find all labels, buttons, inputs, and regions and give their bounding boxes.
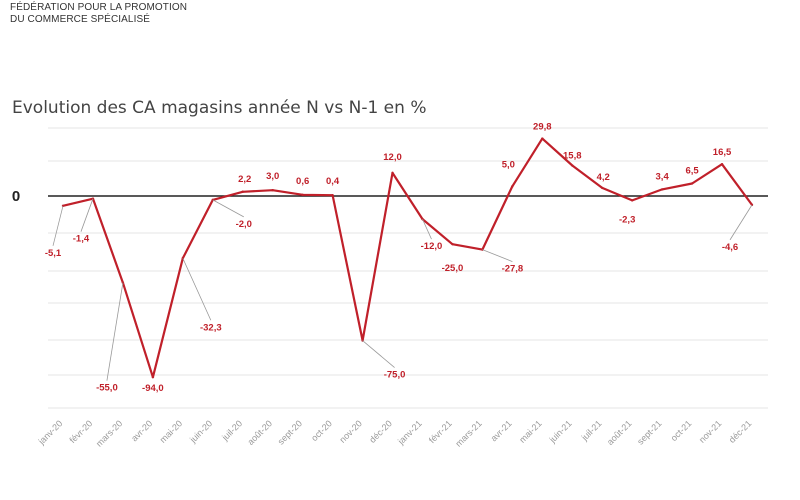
x-tick-label: oct-21 bbox=[669, 418, 694, 443]
x-tick-label: nov-20 bbox=[337, 418, 364, 445]
data-point bbox=[151, 375, 155, 379]
data-label-leader bbox=[182, 258, 212, 321]
data-label-leader bbox=[362, 340, 395, 368]
data-label: -94,0 bbox=[142, 383, 164, 394]
data-label: -27,8 bbox=[502, 264, 524, 275]
data-label-leader bbox=[729, 204, 753, 241]
data-label: -32,3 bbox=[200, 322, 222, 333]
x-tick-label: juil-21 bbox=[579, 418, 604, 443]
x-tick-label: nov-21 bbox=[697, 418, 724, 445]
data-label-leader bbox=[106, 282, 124, 381]
data-label: 5,0 bbox=[502, 159, 515, 170]
x-tick-label: juin-21 bbox=[547, 418, 574, 445]
data-label-leader bbox=[52, 205, 64, 246]
x-tick-label: déc-20 bbox=[367, 418, 394, 445]
organization-name: FÉDÉRATION POUR LA PROMOTION DU COMMERCE… bbox=[10, 2, 187, 26]
data-label: 3,4 bbox=[656, 171, 670, 182]
data-label: 6,5 bbox=[685, 165, 699, 176]
x-tick-label: déc-21 bbox=[727, 418, 754, 445]
x-tick-label: août-20 bbox=[245, 418, 274, 447]
x-tick-label: juil-20 bbox=[219, 418, 244, 443]
data-label: -2,0 bbox=[236, 219, 252, 230]
data-point bbox=[541, 137, 544, 140]
x-tick-label: mars-21 bbox=[453, 418, 483, 448]
x-tick-label: avr-21 bbox=[489, 418, 514, 443]
data-label: 29,8 bbox=[533, 122, 552, 133]
y-tick-label-zero: 0 bbox=[12, 188, 20, 205]
data-point bbox=[451, 242, 454, 246]
x-tick-label: janv-20 bbox=[36, 418, 65, 447]
data-label-leader bbox=[212, 199, 244, 218]
data-point bbox=[690, 182, 694, 185]
x-tick-label: mars-20 bbox=[94, 418, 124, 448]
data-label: 15,8 bbox=[563, 151, 582, 162]
data-point bbox=[571, 164, 574, 167]
data-point bbox=[660, 188, 664, 191]
data-label: 3,0 bbox=[266, 171, 279, 182]
data-label: -55,0 bbox=[96, 383, 118, 394]
data-point bbox=[511, 185, 514, 188]
data-label: -2,3 bbox=[619, 214, 635, 225]
data-point bbox=[301, 193, 304, 197]
data-label: -5,1 bbox=[45, 248, 62, 259]
x-tick-label: août-21 bbox=[605, 418, 634, 447]
x-tick-label: avr-20 bbox=[129, 418, 154, 443]
data-point bbox=[241, 190, 244, 193]
data-point bbox=[601, 186, 604, 190]
data-label: 4,2 bbox=[597, 172, 610, 183]
chart-title: Evolution des CA magasins année N vs N-1… bbox=[12, 98, 427, 118]
data-label: -12,0 bbox=[421, 241, 443, 252]
x-tick-label: févr-20 bbox=[67, 418, 94, 445]
x-tick-label: mai-21 bbox=[517, 418, 544, 445]
data-label: 0,4 bbox=[326, 176, 340, 187]
data-point bbox=[271, 189, 274, 192]
x-tick-label: févr-21 bbox=[427, 418, 454, 445]
data-label-leader bbox=[422, 218, 432, 240]
x-tick-label: janv-21 bbox=[395, 418, 424, 447]
x-tick-label: sept-21 bbox=[635, 418, 663, 446]
data-label-leader bbox=[482, 249, 513, 262]
x-tick-label: juin-20 bbox=[187, 418, 214, 445]
organization-name-line1: FÉDÉRATION POUR LA PROMOTION bbox=[10, 2, 188, 13]
data-label: 16,5 bbox=[713, 147, 732, 158]
x-tick-label: mai-20 bbox=[158, 418, 185, 445]
data-label: -4,6 bbox=[722, 242, 738, 253]
data-point bbox=[630, 199, 634, 202]
data-label: 0,6 bbox=[296, 176, 309, 187]
data-point bbox=[391, 171, 394, 175]
data-point bbox=[121, 281, 125, 284]
x-tick-label: oct-20 bbox=[309, 418, 334, 443]
data-label: 12,0 bbox=[383, 152, 402, 163]
data-label: -25,0 bbox=[442, 263, 464, 274]
data-label: 2,2 bbox=[238, 174, 251, 185]
data-label: -75,0 bbox=[384, 370, 406, 381]
series-line bbox=[62, 137, 753, 379]
organization-name-line2: DU COMMERCE SPÉCIALISÉ bbox=[10, 14, 151, 25]
data-point bbox=[720, 163, 724, 166]
data-label-leader bbox=[80, 198, 94, 232]
data-label: -1,4 bbox=[73, 234, 90, 245]
data-point bbox=[331, 194, 334, 197]
x-tick-label: sept-20 bbox=[276, 418, 304, 446]
